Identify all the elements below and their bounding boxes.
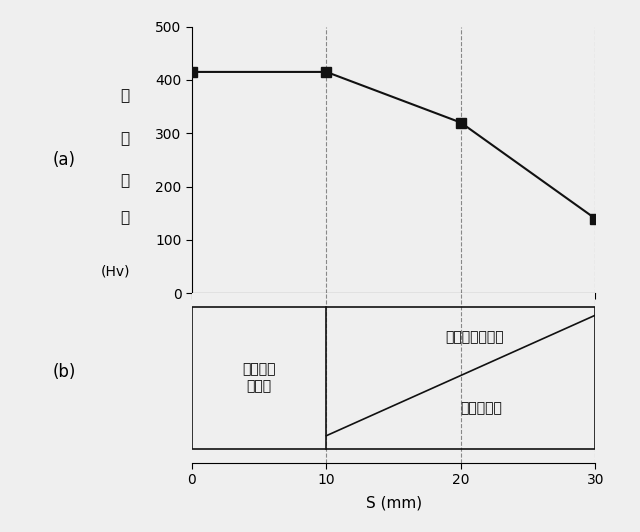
Text: 硬: 硬: [120, 173, 129, 188]
Text: さ: さ: [120, 211, 129, 226]
Text: S (mm): S (mm): [365, 496, 422, 511]
Bar: [192, 307, 595, 449]
Text: (b): (b): [52, 363, 76, 381]
Text: マルテン
サイト: マルテン サイト: [243, 362, 276, 394]
Text: 面: 面: [120, 131, 129, 146]
Text: 表: 表: [120, 88, 129, 103]
Text: (a): (a): [52, 151, 76, 169]
Text: (Hv): (Hv): [100, 264, 130, 278]
Text: パーライト: パーライト: [460, 402, 502, 415]
Text: マルテンサイト: マルテンサイト: [445, 330, 504, 344]
